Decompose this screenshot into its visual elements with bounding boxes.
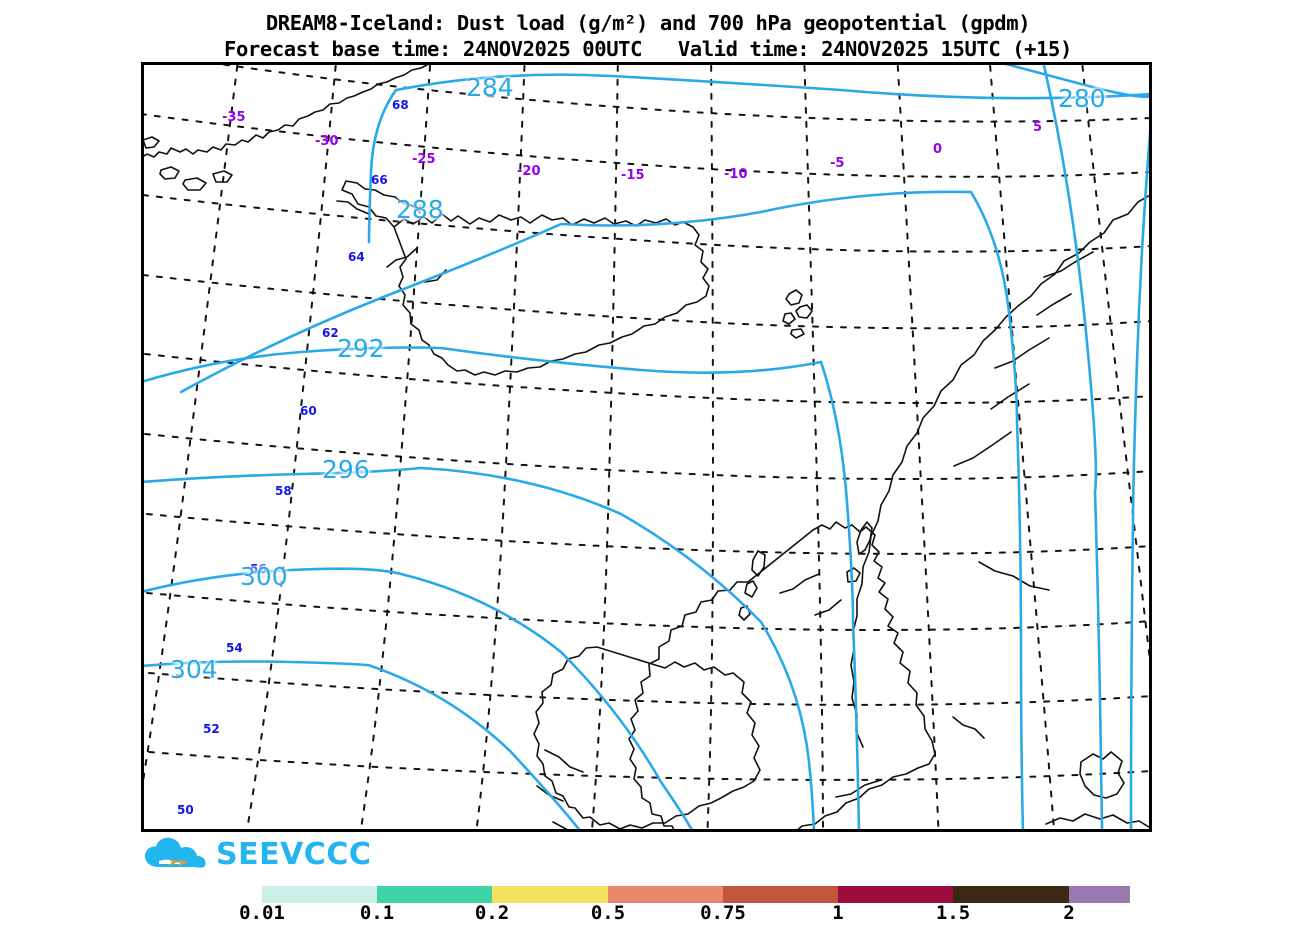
contour-296 [144, 466, 816, 829]
coastline-greenland-island4 [212, 170, 233, 183]
coastline-great-britain [628, 521, 936, 829]
coastline-norway-fjord3 [994, 337, 1050, 369]
colorbar-segment [262, 886, 377, 903]
contour-288-east [969, 190, 1025, 829]
coastline-greenland-island2 [159, 166, 180, 180]
colorbar-tick-labels: 0.01 0.1 0.2 0.5 0.75 1 1.5 2 [0, 902, 1296, 928]
coastline-norway-fjord5 [953, 431, 1012, 467]
contour-304 [144, 660, 581, 829]
colorbar-segment [953, 886, 1069, 903]
colorbar-tick: 0.75 [700, 902, 746, 924]
colorbar-segment [492, 886, 608, 903]
title-line-variable: DREAM8-Iceland: Dust load (g/m²) and 700… [265, 11, 1031, 35]
coastline-greenland-island1 [144, 136, 160, 149]
coastline-iceland-westfjords [341, 180, 421, 228]
chevron-icon [177, 859, 188, 866]
colorbar-segment [1069, 886, 1130, 903]
coastline-faroe-1 [785, 289, 803, 306]
coastline-denmark [1079, 751, 1125, 799]
colorbar-segment [377, 886, 492, 903]
graticule-longitude-lines [144, 65, 1149, 829]
contour-288 [179, 190, 973, 394]
title-line-times: Forecast base time: 24NOV2025 00UTC Vali… [224, 37, 1072, 61]
coastline-iceland-fjord2 [386, 247, 418, 268]
coastline-continent-nw [1045, 813, 1149, 828]
coastline-outer-hebrides [751, 550, 766, 577]
logo-text: SEEVCCC [216, 837, 372, 872]
seevccc-logo: SEEVCCC [143, 835, 373, 875]
contour-300 [144, 567, 693, 829]
chevron-icon [168, 859, 179, 866]
colorbar-tick: 1.5 [935, 902, 971, 924]
colorbar-segment [723, 886, 838, 903]
colorbar-tick: 0.1 [359, 902, 395, 924]
contour-284 [394, 73, 1149, 100]
dust-load-colorbar [262, 886, 1130, 903]
contour-280 [1004, 65, 1149, 99]
contour-284-left [367, 88, 398, 244]
coastline-faroe-2 [795, 304, 813, 319]
contour-292-east [819, 360, 861, 829]
coastline-norway-south [978, 561, 1050, 591]
contour-far-east-1 [1042, 65, 1104, 829]
coastline-iceland [393, 213, 710, 376]
colorbar-segment [608, 886, 723, 903]
coastline-gb-firth1 [779, 573, 820, 594]
contour-far-east-2 [1129, 130, 1149, 829]
map-plot-frame: -35 -30 -25 -20 -15 -10 -5 0 5 68 66 64 … [141, 62, 1152, 832]
colorbar-tick: 0.5 [590, 902, 626, 924]
coastline-ireland-bay3 [552, 821, 568, 829]
page-title: DREAM8-Iceland: Dust load (g/m²) and 700… [0, 10, 1296, 62]
coastline-greenland-island3 [182, 177, 207, 191]
coastline-faroe-3 [782, 312, 796, 325]
colorbar-tick: 0.01 [239, 902, 285, 924]
coastline-shetland [856, 521, 873, 555]
coastline-faroe-4 [790, 328, 805, 339]
coastline-norway [850, 194, 1149, 748]
coastline-greenland [144, 65, 429, 158]
colorbar-segment [838, 886, 953, 903]
colorbar-tick: 2 [1063, 902, 1075, 924]
graticule-latitude-lines [144, 65, 1149, 781]
coastlines [144, 65, 1149, 829]
cloud-icon [145, 837, 206, 868]
coastline-norway-fjord4 [990, 383, 1030, 410]
coastline-gb-wash [952, 716, 985, 739]
coastline-gb-firth2 [814, 599, 842, 616]
coastline-norway-fjord2 [1036, 293, 1072, 316]
map-canvas [144, 65, 1149, 829]
colorbar-tick: 1 [832, 902, 844, 924]
coastline-norway-fjord1 [1043, 251, 1094, 278]
coastline-orkney [846, 567, 861, 583]
colorbar-tick: 0.2 [474, 902, 510, 924]
contour-292 [144, 346, 823, 383]
geopotential-contours [144, 65, 1149, 829]
coastline-hebrides-2 [744, 580, 758, 598]
coastline-ireland-bay1 [544, 749, 584, 773]
coastline-ireland [533, 646, 761, 829]
coastline-iceland-fjord1 [336, 200, 370, 215]
